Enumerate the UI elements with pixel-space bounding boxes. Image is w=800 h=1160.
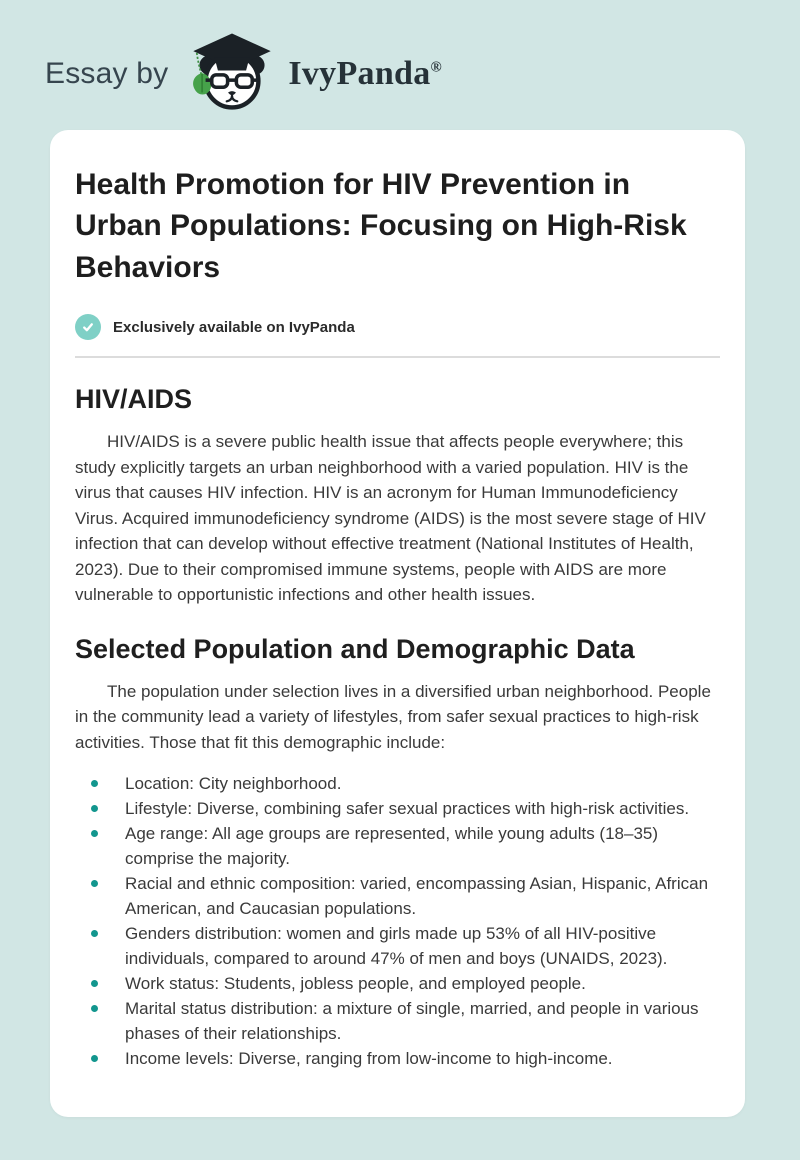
brand-name: IvyPanda® [288,55,443,92]
site-header: Essay by [0,0,800,122]
list-item: Work status: Students, jobless people, a… [89,971,720,996]
divider [75,356,720,359]
demographic-list: Location: City neighborhood. Lifestyle: … [75,771,720,1071]
list-item: Lifestyle: Diverse, combining safer sexu… [89,796,720,821]
section-heading: Selected Population and Demographic Data [75,633,635,664]
exclusive-badge-text: Exclusively available on IvyPanda [113,318,355,336]
section-hiv-aids: HIV/AIDS HIV/AIDS is a severe public hea… [75,384,720,608]
essay-card: Health Promotion for HIV Prevention in U… [50,130,745,1118]
ivypanda-logo-link[interactable]: IvyPanda® [184,30,442,118]
list-item: Racial and ethnic composition: varied, e… [89,871,720,921]
essay-by-label: Essay by [45,57,169,90]
list-item: Income levels: Diverse, ranging from low… [89,1046,720,1071]
registered-mark: ® [430,59,443,76]
list-item: Location: City neighborhood. [89,771,720,796]
section-paragraph: HIV/AIDS is a severe public health issue… [75,432,706,605]
section-heading: HIV/AIDS [75,384,193,415]
exclusive-badge: Exclusively available on IvyPanda [75,314,720,341]
section-paragraph: The population under selection lives in … [75,681,711,752]
panda-logo-icon [184,30,280,118]
essay-title: Health Promotion for HIV Prevention in U… [75,168,687,284]
section-population-data: Selected Population and Demographic Data… [75,634,720,1072]
check-icon [75,314,101,341]
list-item: Age range: All age groups are represente… [89,821,720,871]
list-item: Marital status distribution: a mixture o… [89,996,720,1046]
list-item: Genders distribution: women and girls ma… [89,921,720,971]
